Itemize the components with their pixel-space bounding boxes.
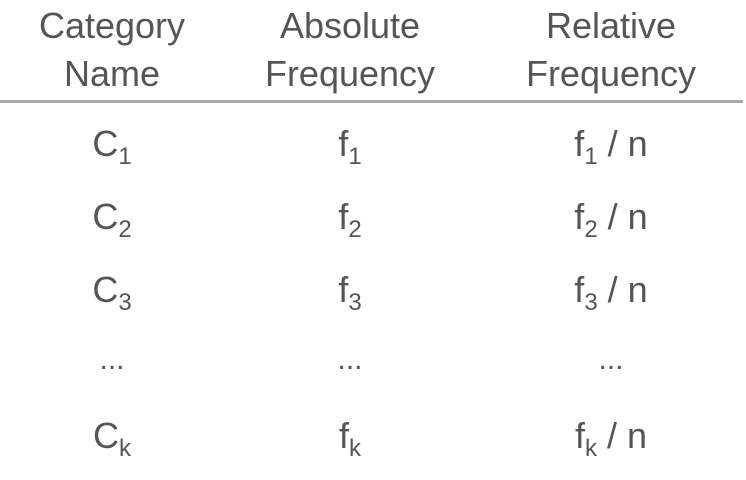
- table-row: C1 f1 f1 / n: [0, 118, 746, 188]
- category-cell: C2: [92, 196, 132, 243]
- header-divider: [0, 100, 743, 103]
- absolute-frequency-cell: f2: [338, 196, 362, 243]
- category-cell: Ck: [93, 415, 131, 462]
- absolute-frequency-cell: ...: [337, 343, 363, 376]
- header-absolute-frequency: Absolute Frequency: [264, 5, 436, 94]
- header-relative-frequency: Relative Frequency: [525, 5, 697, 94]
- category-cell: ...: [99, 343, 125, 376]
- category-cell: C3: [92, 269, 132, 316]
- relative-frequency-cell: f3 / n: [574, 269, 648, 316]
- category-cell: C1: [92, 123, 132, 170]
- table-row-ellipsis: ... ... ...: [0, 337, 746, 407]
- frequency-table: Category Name Absolute Frequency Relativ…: [0, 0, 746, 461]
- table-row: Ck fk fk / n: [0, 410, 746, 480]
- absolute-frequency-cell: fk: [338, 415, 361, 462]
- relative-frequency-cell: fk / n: [574, 415, 648, 462]
- header-category-name: Category Name: [38, 5, 186, 94]
- table-header: Category Name Absolute Frequency Relativ…: [0, 0, 746, 100]
- table-row: C2 f2 f2 / n: [0, 191, 746, 261]
- table-row: C3 f3 f3 / n: [0, 264, 746, 334]
- relative-frequency-cell: f2 / n: [574, 196, 648, 243]
- absolute-frequency-cell: f1: [338, 123, 362, 170]
- absolute-frequency-cell: f3: [338, 269, 362, 316]
- relative-frequency-cell: ...: [598, 343, 624, 376]
- relative-frequency-cell: f1 / n: [574, 123, 648, 170]
